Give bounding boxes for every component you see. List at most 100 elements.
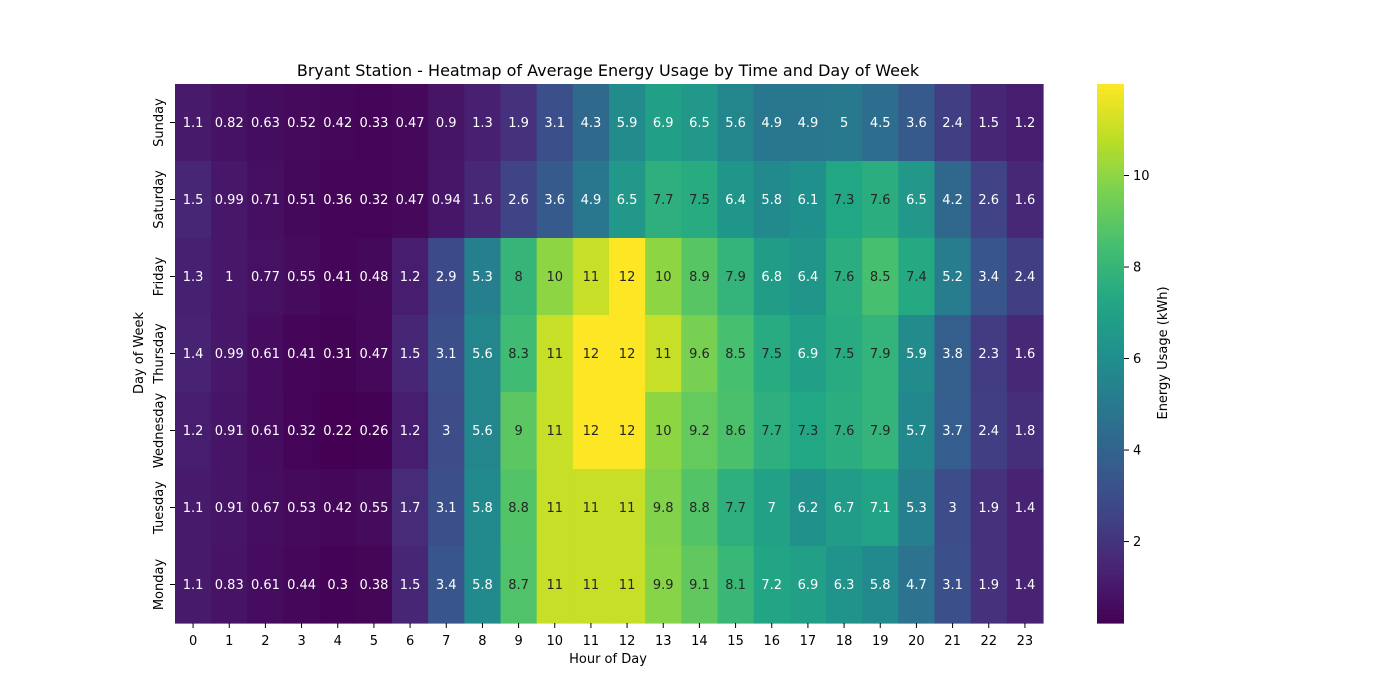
x-tick-label: 9 — [514, 634, 522, 649]
cell-value-label: 5.3 — [906, 501, 927, 516]
colorbar-gradient-segment — [1097, 236, 1124, 242]
cell-value-label: 3.1 — [544, 116, 565, 131]
cell-value-label: 5.3 — [472, 270, 493, 285]
cell-value-label: 0.61 — [251, 578, 280, 593]
colorbar-gradient-segment — [1097, 272, 1124, 278]
cell-value-label: 7.6 — [834, 270, 855, 285]
cell-value-label: 6.4 — [798, 270, 819, 285]
x-tick-label: 5 — [370, 634, 378, 649]
cell-value-label: 11 — [546, 347, 563, 362]
heatmap-cell — [283, 315, 321, 393]
colorbar-gradient-segment — [1097, 573, 1124, 579]
cell-value-label: 2.9 — [436, 270, 457, 285]
heatmap-cell — [789, 84, 827, 162]
colorbar-gradient-segment — [1097, 223, 1124, 229]
colorbar-tick-label: 8 — [1133, 261, 1141, 276]
cell-value-label: 7.9 — [870, 424, 891, 439]
colorbar-gradient-segment — [1097, 169, 1124, 175]
colorbar-gradient-segment — [1097, 488, 1124, 494]
heatmap-cell — [826, 469, 863, 547]
colorbar-gradient-segment — [1097, 407, 1124, 413]
heatmap-cell — [283, 392, 321, 470]
heatmap-cell — [211, 315, 248, 393]
x-tick-label: 2 — [261, 634, 269, 649]
cell-value-label: 11 — [546, 578, 563, 593]
heatmap-cell — [934, 469, 972, 547]
cell-value-label: 11 — [583, 270, 600, 285]
cell-value-label: 0.94 — [432, 193, 461, 208]
heatmap-cell — [428, 238, 465, 316]
cell-value-label: 1.9 — [978, 501, 999, 516]
heatmap-cell — [970, 392, 1008, 470]
colorbar-gradient-segment — [1097, 349, 1124, 355]
heatmap-cell — [355, 546, 393, 624]
colorbar-gradient-segment — [1097, 191, 1124, 197]
colorbar-gradient-segment — [1097, 340, 1124, 346]
heatmap-cell — [464, 84, 502, 162]
colorbar-gradient-segment — [1097, 542, 1124, 548]
cell-value-label: 6.3 — [834, 578, 855, 593]
heatmap-cell — [1006, 238, 1044, 316]
cell-value-label: 4.3 — [581, 116, 602, 131]
heatmap-cell — [572, 315, 610, 393]
colorbar-gradient-segment — [1097, 128, 1124, 135]
colorbar-gradient-segment — [1097, 497, 1124, 503]
heatmap-cell — [283, 469, 321, 547]
heatmap-cell — [500, 392, 538, 470]
cell-value-label: 3.1 — [942, 578, 963, 593]
cell-value-label: 3.6 — [906, 116, 927, 131]
heatmap-cell — [536, 546, 574, 624]
heatmap-cell — [609, 315, 646, 393]
cell-value-label: 0.32 — [287, 424, 316, 439]
colorbar-gradient-segment — [1097, 438, 1124, 444]
cell-value-label: 0.41 — [287, 347, 316, 362]
heatmap-cell — [789, 469, 827, 547]
x-tick-label: 23 — [1017, 634, 1034, 649]
colorbar-gradient-segment — [1097, 295, 1124, 301]
colorbar-gradient-segment — [1097, 322, 1124, 328]
colorbar-gradient-segment — [1097, 254, 1124, 260]
heatmap-cell — [717, 238, 755, 316]
cell-value-label: 9.8 — [653, 501, 674, 516]
heatmap-cell — [681, 469, 719, 547]
cell-value-label: 2.6 — [978, 193, 999, 208]
heatmap-cell — [1006, 161, 1044, 239]
heatmap-cell — [175, 469, 212, 547]
heatmap-cell — [609, 469, 646, 547]
heatmap-cell — [645, 315, 682, 393]
heatmap-cell — [392, 469, 429, 547]
heatmap-cell — [319, 315, 357, 393]
heatmap-cell — [934, 238, 972, 316]
cell-value-label: 0.91 — [215, 424, 244, 439]
cell-value-label: 6.9 — [798, 347, 819, 362]
colorbar-gradient-segment — [1097, 447, 1124, 453]
cell-value-label: 7.6 — [870, 193, 891, 208]
colorbar-gradient-segment — [1097, 564, 1124, 570]
cell-value-label: 5 — [840, 116, 848, 131]
colorbar-gradient-segment — [1097, 335, 1124, 341]
heatmap-cell — [283, 238, 321, 316]
cell-value-label: 6.2 — [798, 501, 819, 516]
colorbar-gradient-segment — [1097, 605, 1124, 611]
heatmap-cell — [500, 315, 538, 393]
cell-value-label: 5.6 — [725, 116, 746, 131]
colorbar-gradient-segment — [1097, 263, 1124, 269]
heatmap-cells: 1.1 0.82 0.63 0.52 0.42 0.33 0.47 0.9 1.3 1.9 3.1 4… — [175, 84, 1044, 624]
colorbar-gradient-segment — [1097, 560, 1124, 566]
x-tick-label: 19 — [872, 634, 889, 649]
colorbar-gradient-segment — [1097, 313, 1124, 319]
colorbar-gradient-segment — [1097, 474, 1124, 480]
heatmap-cell — [609, 238, 646, 316]
heatmap-cell — [175, 315, 212, 393]
colorbar-gradient-segment — [1097, 205, 1124, 211]
heatmap-cell — [1006, 315, 1044, 393]
heatmap-cell — [211, 546, 248, 624]
heatmap-cell — [428, 469, 465, 547]
heatmap-cell — [934, 315, 972, 393]
cell-value-label: 9.9 — [653, 578, 674, 593]
heatmap-cell — [536, 84, 574, 162]
cell-value-label: 11 — [583, 578, 600, 593]
x-tick-label: 7 — [442, 634, 450, 649]
colorbar-gradient-segment — [1097, 600, 1124, 606]
colorbar-label: Energy Usage (kWh) — [1156, 286, 1171, 419]
